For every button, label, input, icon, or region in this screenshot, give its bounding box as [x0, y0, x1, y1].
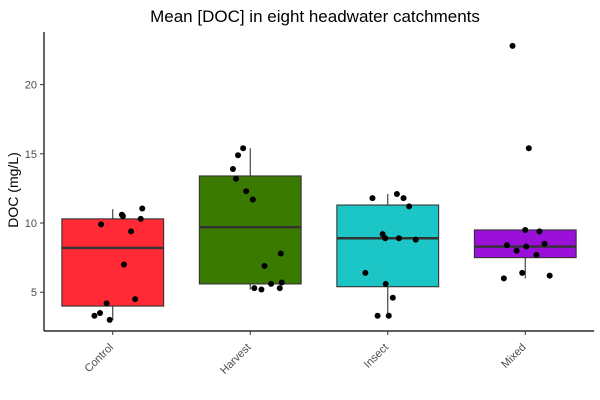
data-point-mixed [509, 42, 516, 49]
data-point-harvest [229, 166, 236, 173]
data-point-harvest [261, 262, 268, 269]
data-point-control [98, 221, 105, 228]
data-point-harvest [235, 152, 242, 159]
data-point-mixed [533, 251, 540, 258]
data-point-harvest [278, 279, 285, 286]
data-point-harvest [233, 175, 240, 182]
data-point-mixed [536, 228, 543, 235]
data-point-mixed [522, 226, 529, 233]
box-control [61, 209, 165, 320]
x-tick-label-mixed: Mixed [499, 341, 528, 370]
data-point-control [128, 228, 135, 235]
data-point-harvest [276, 285, 283, 292]
data-point-control [106, 316, 113, 323]
x-tick-label-control: Control [82, 341, 116, 375]
plot-area: 5 10 15 20 Control Harvest Insect Mixed [25, 32, 594, 377]
data-point-insect [389, 294, 396, 301]
data-point-mixed [519, 269, 526, 276]
data-point-insect [393, 190, 400, 197]
data-point-harvest [251, 285, 258, 292]
data-point-harvest [249, 196, 256, 203]
x-tick-label-insect: Insect [362, 341, 391, 370]
data-point-insect [385, 312, 392, 319]
data-point-harvest [240, 145, 247, 152]
data-point-control [119, 213, 126, 220]
data-point-control [103, 300, 110, 307]
data-point-insect [395, 235, 402, 242]
data-point-insect [382, 280, 389, 287]
data-point-control [137, 215, 144, 222]
box-body-harvest [198, 175, 302, 285]
data-point-control [120, 261, 127, 268]
data-point-mixed [546, 272, 553, 279]
box-body-control [61, 218, 165, 307]
data-point-mixed [503, 242, 510, 249]
data-point-control [132, 296, 139, 303]
data-point-control [91, 312, 98, 319]
data-point-harvest [268, 280, 275, 287]
data-point-harvest [258, 286, 265, 293]
data-point-mixed [525, 145, 532, 152]
data-point-insect [406, 203, 413, 210]
data-point-insect [369, 195, 376, 202]
data-point-insect [382, 235, 389, 242]
data-point-mixed [523, 243, 530, 250]
data-point-control [139, 205, 146, 212]
y-tick-label: 10 [25, 218, 37, 230]
data-point-mixed [541, 240, 548, 247]
chart-title: Mean [DOC] in eight headwater catchments [150, 7, 480, 26]
data-point-insect [374, 312, 381, 319]
data-point-insect [400, 195, 407, 202]
y-axis-label: DOC (mg/L) [5, 152, 21, 227]
box-harvest [198, 148, 302, 290]
box-mixed [473, 228, 577, 279]
data-point-mixed [500, 275, 507, 282]
box-insect [336, 193, 440, 316]
box-body-insect [336, 204, 440, 288]
data-point-mixed [513, 247, 520, 254]
data-point-harvest [243, 188, 250, 195]
data-point-harvest [277, 250, 284, 257]
x-tick-label-harvest: Harvest [218, 341, 253, 376]
data-point-insect [412, 236, 419, 243]
y-tick-label: 5 [31, 287, 37, 299]
data-point-insect [362, 269, 369, 276]
y-tick-label: 15 [25, 149, 37, 161]
y-tick-label: 20 [25, 80, 37, 92]
data-point-control [97, 310, 104, 317]
